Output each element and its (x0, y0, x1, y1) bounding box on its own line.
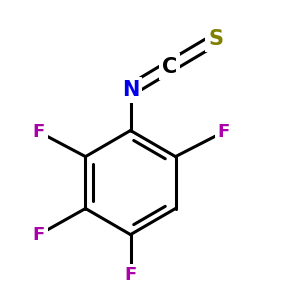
Text: F: F (33, 226, 45, 244)
Text: N: N (122, 80, 139, 100)
Text: F: F (218, 123, 230, 141)
Text: F: F (33, 123, 45, 141)
Text: C: C (162, 57, 177, 76)
Text: F: F (124, 266, 136, 284)
Text: S: S (208, 29, 224, 49)
